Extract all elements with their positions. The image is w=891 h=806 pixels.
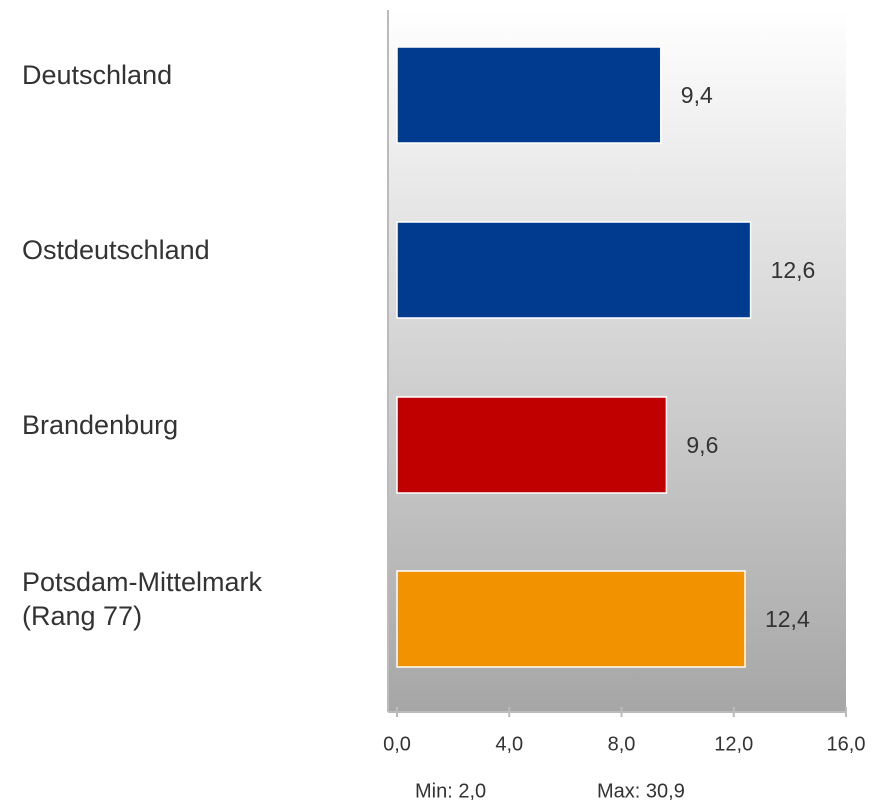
- bar: [396, 221, 752, 319]
- x-tick-label: 4,0: [495, 733, 523, 755]
- x-tick-label: 16,0: [827, 733, 866, 755]
- value-label: 12,4: [765, 606, 810, 632]
- x-tick-label: 8,0: [608, 733, 636, 755]
- x-tick-label: 12,0: [714, 733, 753, 755]
- category-label: Potsdam-Mittelmark (Rang 77): [22, 567, 263, 631]
- bar: [396, 396, 668, 494]
- bar: [396, 570, 746, 668]
- value-label: 9,4: [681, 82, 713, 108]
- category-label: Brandenburg: [22, 410, 179, 440]
- annotation: Min: 2,0: [415, 780, 486, 802]
- annotation: Max: 30,9: [597, 780, 685, 802]
- value-label: 9,6: [686, 432, 718, 458]
- category-label: Deutschland: [22, 60, 173, 90]
- x-tick-label: 0,0: [383, 733, 411, 755]
- category-label: Ostdeutschland: [22, 235, 210, 265]
- bar: [396, 46, 662, 144]
- value-label: 12,6: [771, 257, 816, 283]
